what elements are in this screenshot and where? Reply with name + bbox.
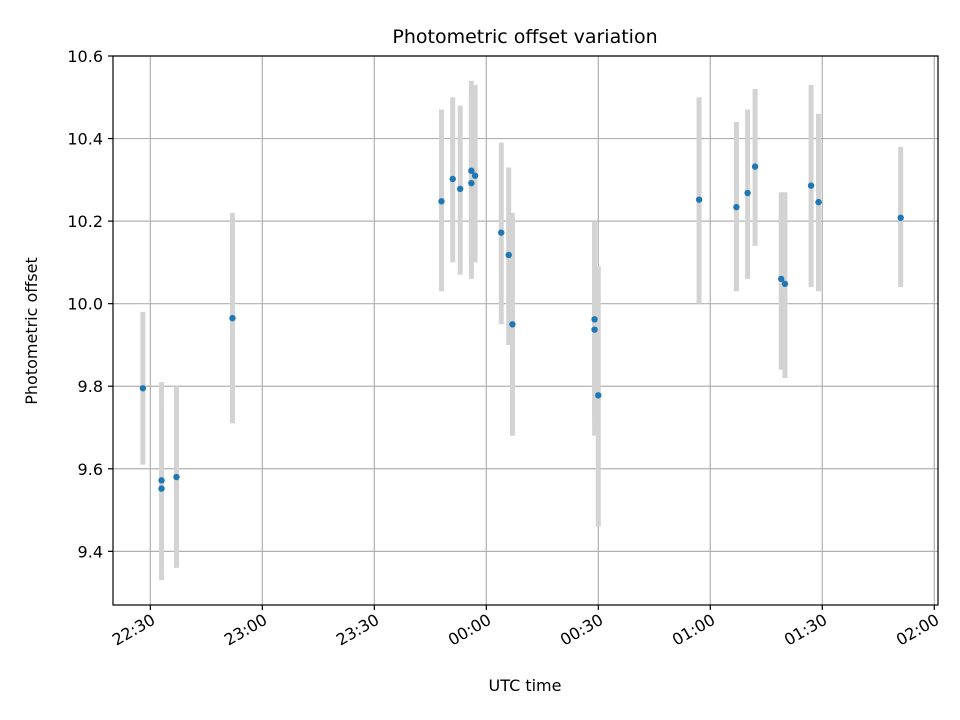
data-point [449,175,456,183]
y-axis: 9.4 9.6 9.8 10.0 10.2 10.4 10.6 [67,47,113,561]
data-point [471,172,479,179]
data-point [733,203,740,211]
y-tick-label: 10.2 [67,212,103,231]
data-point [591,326,598,333]
data-point [173,473,180,481]
data-point [751,163,759,170]
data-point [897,214,904,222]
data-point [139,385,147,392]
data-point [468,167,475,174]
data-point [595,392,602,399]
data-point [744,189,751,197]
plot-frame [112,55,939,606]
data-point [778,275,785,283]
data-point [505,251,512,259]
data-point [591,316,598,323]
data-point [158,485,165,492]
data-point [781,280,789,288]
data-points [139,163,904,492]
data-point [815,198,822,206]
data-point [438,198,445,205]
y-tick-label: 10.0 [67,295,103,314]
y-axis-title: Photometric offset [22,257,41,405]
data-point [695,196,703,203]
data-point [509,321,516,328]
data-point [807,182,815,189]
y-tick-label: 9.8 [78,377,103,396]
data-point [158,477,165,484]
y-tick-label: 10.6 [67,47,103,66]
y-tick-label: 9.6 [78,460,103,479]
y-tick-label: 10.4 [67,130,103,149]
data-point [456,185,464,193]
x-axis-title: UTC time [489,676,562,695]
data-point [229,314,236,322]
data-point [468,179,475,187]
y-tick-label: 9.4 [78,542,103,561]
data-point [498,229,505,236]
chart-title: Photometric offset variation [392,26,657,48]
